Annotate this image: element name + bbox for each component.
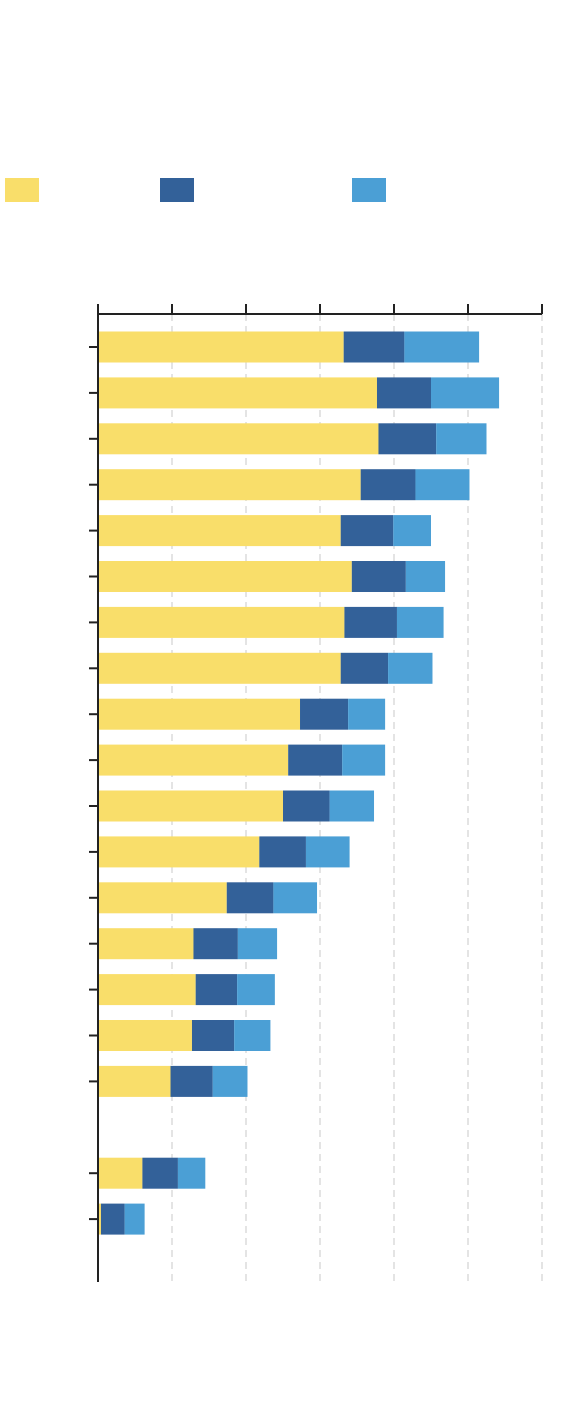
bar-segment [343, 331, 405, 363]
bar-segment [98, 1203, 101, 1235]
bar-segment [98, 836, 260, 868]
bar-segment [212, 1065, 248, 1097]
bar-segment [404, 331, 480, 363]
bar-segment [124, 1203, 145, 1235]
bars [98, 331, 500, 1235]
bar-segment [98, 1020, 192, 1051]
bar-segment [98, 698, 301, 730]
bar-segment [98, 1157, 143, 1189]
bar-segment [431, 377, 500, 409]
bar-segment [342, 744, 386, 776]
bar-segment [237, 974, 275, 1006]
bar-segment [348, 698, 386, 730]
bar-segment [237, 928, 278, 960]
bar-segment [98, 423, 379, 455]
bar-segment [100, 1203, 125, 1235]
bar-segment [98, 790, 283, 822]
bar-segment [98, 377, 377, 409]
bar-segment [98, 744, 289, 776]
bar-segment [98, 469, 361, 501]
bar-segment [396, 606, 444, 638]
bar-segment [226, 882, 274, 914]
bar-segment [98, 652, 341, 684]
bar-segment [98, 974, 196, 1006]
bar-segment [360, 469, 416, 501]
legend-swatch-2 [160, 178, 194, 202]
bar-segment [376, 377, 431, 409]
bar-segment [98, 515, 341, 547]
bar-segment [288, 744, 343, 776]
bar-segment [436, 423, 487, 455]
bar-segment [195, 974, 238, 1006]
bar-segment [405, 561, 446, 592]
bar-segment [388, 652, 433, 684]
bar-segment [305, 836, 350, 868]
bar-segment [142, 1157, 178, 1189]
bar-segment [98, 561, 352, 592]
bar-segment [393, 515, 431, 547]
bar-segment [234, 1020, 271, 1051]
legend [5, 178, 386, 202]
axes [89, 304, 543, 1282]
bar-segment [259, 836, 306, 868]
bar-segment [98, 882, 227, 914]
bar-segment [170, 1065, 213, 1097]
bar-segment [193, 928, 238, 960]
bar-segment [340, 515, 394, 547]
bar-segment [191, 1020, 235, 1051]
legend-swatch-1 [5, 178, 39, 202]
bar-segment [300, 698, 349, 730]
bar-segment [177, 1157, 206, 1189]
legend-swatch-3 [352, 178, 386, 202]
bar-segment [344, 606, 397, 638]
bar-segment [329, 790, 375, 822]
bar-segment [283, 790, 330, 822]
bar-segment [98, 331, 344, 363]
bar-segment [378, 423, 437, 455]
bar-segment [340, 652, 389, 684]
bar-segment [273, 882, 318, 914]
bar-segment [98, 606, 345, 638]
bar-segment [415, 469, 470, 501]
bar-segment [98, 928, 194, 960]
bar-segment [98, 1065, 171, 1097]
bar-segment [351, 561, 406, 592]
